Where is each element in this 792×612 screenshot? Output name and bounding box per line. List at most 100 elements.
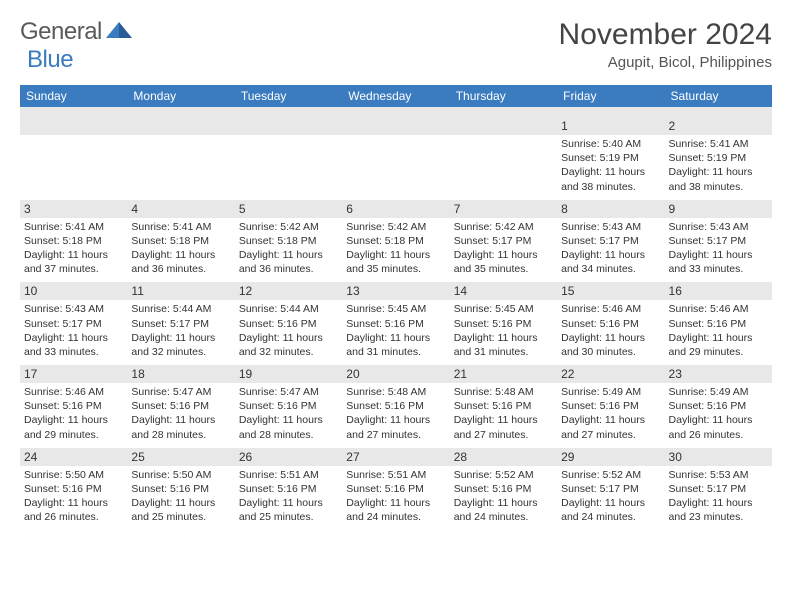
daylight-text: Daylight: 11 hours and 26 minutes.: [24, 496, 123, 524]
day-cell: 22Sunrise: 5:49 AMSunset: 5:16 PMDayligh…: [557, 365, 664, 448]
sunset-text: Sunset: 5:18 PM: [346, 234, 445, 248]
sunset-text: Sunset: 5:16 PM: [561, 317, 660, 331]
calendar: SundayMondayTuesdayWednesdayThursdayFrid…: [20, 85, 772, 530]
day-content: Sunrise: 5:41 AMSunset: 5:18 PMDaylight:…: [20, 218, 127, 283]
day-content: Sunrise: 5:41 AMSunset: 5:19 PMDaylight:…: [665, 135, 772, 200]
week-row: 1Sunrise: 5:40 AMSunset: 5:19 PMDaylight…: [20, 117, 772, 200]
day-content: Sunrise: 5:43 AMSunset: 5:17 PMDaylight:…: [557, 218, 664, 283]
day-cell: 14Sunrise: 5:45 AMSunset: 5:16 PMDayligh…: [450, 282, 557, 365]
day-number: 16: [665, 282, 772, 300]
sunrise-text: Sunrise: 5:53 AM: [669, 468, 768, 482]
day-number: 20: [342, 365, 449, 383]
day-number: 2: [665, 117, 772, 135]
day-number: 4: [127, 200, 234, 218]
sunrise-text: Sunrise: 5:46 AM: [561, 302, 660, 316]
daylight-text: Daylight: 11 hours and 27 minutes.: [454, 413, 553, 441]
daylight-text: Daylight: 11 hours and 35 minutes.: [454, 248, 553, 276]
day-cell: 30Sunrise: 5:53 AMSunset: 5:17 PMDayligh…: [665, 448, 772, 531]
day-cell: 9Sunrise: 5:43 AMSunset: 5:17 PMDaylight…: [665, 200, 772, 283]
day-content: Sunrise: 5:50 AMSunset: 5:16 PMDaylight:…: [20, 466, 127, 531]
sunset-text: Sunset: 5:18 PM: [239, 234, 338, 248]
sunrise-text: Sunrise: 5:52 AM: [561, 468, 660, 482]
sunrise-text: Sunrise: 5:42 AM: [346, 220, 445, 234]
day-number: 25: [127, 448, 234, 466]
sunset-text: Sunset: 5:18 PM: [24, 234, 123, 248]
day-cell: 27Sunrise: 5:51 AMSunset: 5:16 PMDayligh…: [342, 448, 449, 531]
daylight-text: Daylight: 11 hours and 38 minutes.: [669, 165, 768, 193]
sunrise-text: Sunrise: 5:44 AM: [131, 302, 230, 316]
day-content: Sunrise: 5:51 AMSunset: 5:16 PMDaylight:…: [342, 466, 449, 531]
daylight-text: Daylight: 11 hours and 34 minutes.: [561, 248, 660, 276]
sunrise-text: Sunrise: 5:51 AM: [346, 468, 445, 482]
weekday-header: Tuesday: [235, 85, 342, 107]
day-cell: 11Sunrise: 5:44 AMSunset: 5:17 PMDayligh…: [127, 282, 234, 365]
weekday-header: Friday: [557, 85, 664, 107]
sunset-text: Sunset: 5:16 PM: [239, 317, 338, 331]
week-row: 24Sunrise: 5:50 AMSunset: 5:16 PMDayligh…: [20, 448, 772, 531]
weekday-header-row: SundayMondayTuesdayWednesdayThursdayFrid…: [20, 85, 772, 107]
day-cell: 13Sunrise: 5:45 AMSunset: 5:16 PMDayligh…: [342, 282, 449, 365]
day-cell: 16Sunrise: 5:46 AMSunset: 5:16 PMDayligh…: [665, 282, 772, 365]
sunset-text: Sunset: 5:16 PM: [24, 399, 123, 413]
header: General November 2024 Agupit, Bicol, Phi…: [20, 18, 772, 71]
day-content: Sunrise: 5:40 AMSunset: 5:19 PMDaylight:…: [557, 135, 664, 200]
day-number: 6: [342, 200, 449, 218]
day-cell: 21Sunrise: 5:48 AMSunset: 5:16 PMDayligh…: [450, 365, 557, 448]
day-content: Sunrise: 5:46 AMSunset: 5:16 PMDaylight:…: [665, 300, 772, 365]
day-number: 3: [20, 200, 127, 218]
sunrise-text: Sunrise: 5:47 AM: [239, 385, 338, 399]
day-cell: 2Sunrise: 5:41 AMSunset: 5:19 PMDaylight…: [665, 117, 772, 200]
day-cell: 17Sunrise: 5:46 AMSunset: 5:16 PMDayligh…: [20, 365, 127, 448]
spacer-row: [20, 107, 772, 117]
sunrise-text: Sunrise: 5:43 AM: [669, 220, 768, 234]
month-title: November 2024: [559, 18, 772, 52]
daylight-text: Daylight: 11 hours and 36 minutes.: [131, 248, 230, 276]
sunset-text: Sunset: 5:16 PM: [131, 399, 230, 413]
sunrise-text: Sunrise: 5:41 AM: [24, 220, 123, 234]
location: Agupit, Bicol, Philippines: [559, 54, 772, 71]
sunset-text: Sunset: 5:17 PM: [561, 482, 660, 496]
day-number: 8: [557, 200, 664, 218]
day-number: 23: [665, 365, 772, 383]
sunset-text: Sunset: 5:17 PM: [561, 234, 660, 248]
sunrise-text: Sunrise: 5:43 AM: [561, 220, 660, 234]
day-content: Sunrise: 5:44 AMSunset: 5:16 PMDaylight:…: [235, 300, 342, 365]
sunset-text: Sunset: 5:19 PM: [561, 151, 660, 165]
daylight-text: Daylight: 11 hours and 23 minutes.: [669, 496, 768, 524]
day-cell: 23Sunrise: 5:49 AMSunset: 5:16 PMDayligh…: [665, 365, 772, 448]
day-content: [235, 135, 342, 193]
day-content: Sunrise: 5:47 AMSunset: 5:16 PMDaylight:…: [235, 383, 342, 448]
day-number: 7: [450, 200, 557, 218]
logo-text-blue: Blue: [27, 46, 73, 73]
day-cell: 15Sunrise: 5:46 AMSunset: 5:16 PMDayligh…: [557, 282, 664, 365]
day-number: 17: [20, 365, 127, 383]
daylight-text: Daylight: 11 hours and 27 minutes.: [561, 413, 660, 441]
sunrise-text: Sunrise: 5:42 AM: [239, 220, 338, 234]
day-cell: 5Sunrise: 5:42 AMSunset: 5:18 PMDaylight…: [235, 200, 342, 283]
day-number: 5: [235, 200, 342, 218]
sunset-text: Sunset: 5:16 PM: [24, 482, 123, 496]
sunrise-text: Sunrise: 5:42 AM: [454, 220, 553, 234]
day-number: 28: [450, 448, 557, 466]
day-number: 9: [665, 200, 772, 218]
sunset-text: Sunset: 5:16 PM: [131, 482, 230, 496]
day-content: Sunrise: 5:50 AMSunset: 5:16 PMDaylight:…: [127, 466, 234, 531]
day-content: Sunrise: 5:42 AMSunset: 5:17 PMDaylight:…: [450, 218, 557, 283]
daylight-text: Daylight: 11 hours and 35 minutes.: [346, 248, 445, 276]
daylight-text: Daylight: 11 hours and 24 minutes.: [346, 496, 445, 524]
day-content: Sunrise: 5:51 AMSunset: 5:16 PMDaylight:…: [235, 466, 342, 531]
daylight-text: Daylight: 11 hours and 28 minutes.: [131, 413, 230, 441]
day-number: 10: [20, 282, 127, 300]
day-cell: [342, 117, 449, 200]
day-number: 14: [450, 282, 557, 300]
day-cell: 12Sunrise: 5:44 AMSunset: 5:16 PMDayligh…: [235, 282, 342, 365]
weekday-header: Monday: [127, 85, 234, 107]
sunrise-text: Sunrise: 5:49 AM: [669, 385, 768, 399]
day-content: Sunrise: 5:49 AMSunset: 5:16 PMDaylight:…: [665, 383, 772, 448]
day-content: Sunrise: 5:53 AMSunset: 5:17 PMDaylight:…: [665, 466, 772, 531]
sunset-text: Sunset: 5:16 PM: [239, 399, 338, 413]
sunrise-text: Sunrise: 5:51 AM: [239, 468, 338, 482]
day-cell: [127, 117, 234, 200]
day-number: [127, 117, 234, 135]
sunset-text: Sunset: 5:16 PM: [669, 317, 768, 331]
